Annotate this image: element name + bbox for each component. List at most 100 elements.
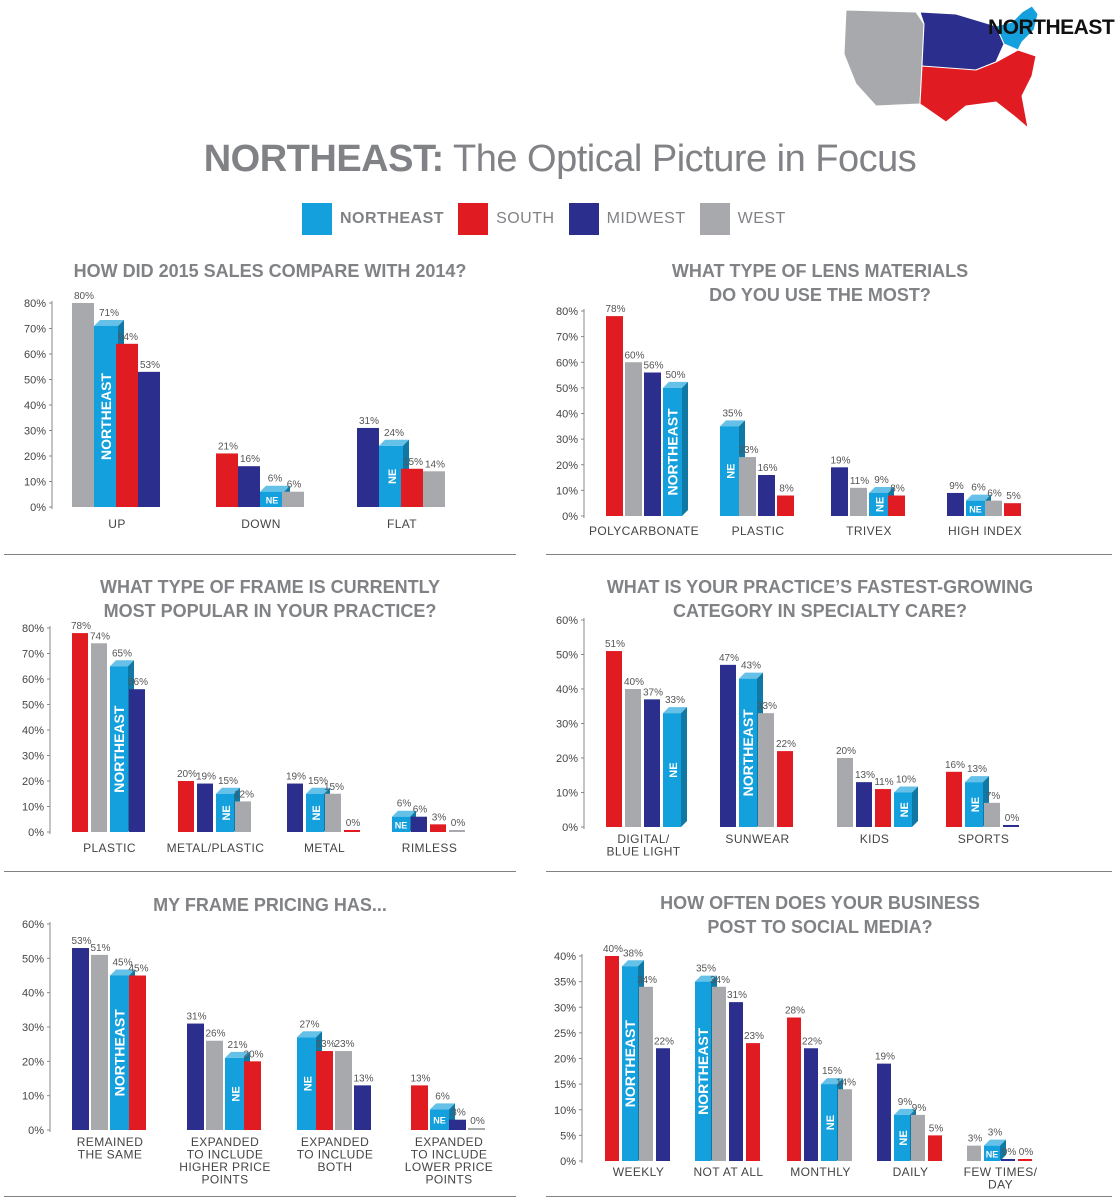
value-label: 0% bbox=[346, 818, 361, 829]
bar-ne-top bbox=[379, 439, 409, 446]
bar-south bbox=[430, 824, 446, 832]
value-label: 15% bbox=[218, 776, 238, 787]
value-label: 9% bbox=[912, 1103, 927, 1114]
bar-ne bbox=[379, 445, 403, 507]
value-label: 38% bbox=[623, 948, 643, 959]
bar-ne bbox=[392, 816, 410, 832]
ne-bar-label: NE bbox=[726, 464, 738, 479]
ne-bar-label: NE bbox=[433, 1116, 446, 1126]
bar-south bbox=[129, 975, 146, 1130]
value-label: 53% bbox=[71, 936, 91, 947]
legend: NORTHEAST SOUTH MIDWEST WEST bbox=[302, 202, 800, 236]
ne-bar-label: NE bbox=[221, 805, 233, 820]
value-label: 28% bbox=[785, 1006, 805, 1017]
bar-ne-side bbox=[681, 707, 687, 827]
value-label: 6% bbox=[268, 474, 283, 485]
ne-bar-label: NE bbox=[970, 797, 982, 812]
value-label: 23% bbox=[738, 445, 758, 456]
bar-midwest bbox=[831, 467, 848, 516]
value-label: 9% bbox=[898, 1097, 913, 1108]
value-label: 45% bbox=[112, 958, 132, 969]
value-label: 51% bbox=[90, 943, 110, 954]
chart-title-sales: HOW DID 2015 SALES COMPARE WITH 2014? bbox=[20, 259, 520, 283]
value-label: 56% bbox=[128, 677, 148, 688]
ne-bar-label: NORTHEAST bbox=[740, 709, 756, 797]
value-label: 22% bbox=[776, 739, 796, 750]
bar-west bbox=[758, 713, 774, 827]
value-label: 0% bbox=[1019, 1147, 1034, 1158]
category-label: DAY bbox=[988, 1178, 1013, 1192]
chart-title-line: CATEGORY IN SPECIALTY CARE? bbox=[672, 601, 968, 621]
legend-item-northeast: NORTHEAST bbox=[302, 203, 444, 235]
legend-swatch-west bbox=[699, 203, 730, 235]
value-label: 26% bbox=[205, 1029, 225, 1040]
bar-west bbox=[911, 1114, 925, 1161]
value-label: 71% bbox=[99, 308, 119, 319]
y-tick-label: 40% bbox=[22, 725, 44, 737]
bar-west bbox=[91, 954, 108, 1130]
value-label: 40% bbox=[603, 944, 623, 955]
value-label: 65% bbox=[112, 648, 132, 659]
bar-south bbox=[178, 781, 194, 832]
bar-west bbox=[325, 793, 341, 832]
bar-west bbox=[985, 500, 1002, 516]
value-label: 45% bbox=[128, 964, 148, 975]
chart-3: 60%50%40%30%20%10%0%51%40%37%NE33%DIGITA… bbox=[556, 615, 1019, 859]
value-label: 80% bbox=[74, 291, 94, 302]
category-label: TO INCLUDE bbox=[187, 1148, 263, 1162]
value-label: 6% bbox=[971, 483, 986, 494]
bar-ne bbox=[94, 325, 118, 507]
value-label: 33% bbox=[665, 695, 685, 706]
divider bbox=[4, 1196, 516, 1197]
y-tick-label: 40% bbox=[24, 400, 46, 412]
value-label: 3% bbox=[988, 1128, 1003, 1139]
bar-south bbox=[746, 1043, 760, 1161]
y-tick-label: 0% bbox=[562, 511, 578, 523]
bar-midwest bbox=[656, 1048, 670, 1161]
category-label: KIDS bbox=[860, 832, 890, 846]
value-label: 35% bbox=[722, 408, 742, 419]
bar-ne-top bbox=[869, 486, 894, 493]
bar-ne-top bbox=[430, 1103, 455, 1110]
chart-title-line: WHAT IS YOUR PRACTICE’S FASTEST-GROWING bbox=[606, 577, 1034, 597]
ne-bar-label: NE bbox=[898, 1130, 910, 1145]
y-tick-label: 40% bbox=[556, 409, 578, 421]
bar-ne-side bbox=[912, 786, 918, 827]
ne-bar-label: NE bbox=[311, 805, 323, 820]
legend-swatch-midwest bbox=[568, 203, 599, 235]
category-label: BLUE LIGHT bbox=[606, 845, 680, 859]
bar-south bbox=[787, 1017, 801, 1161]
value-label: 20% bbox=[836, 746, 856, 757]
bar-ne bbox=[965, 782, 983, 827]
value-label: 53% bbox=[140, 360, 160, 371]
bar-west bbox=[282, 491, 304, 507]
y-tick-label: 15% bbox=[554, 1079, 576, 1091]
title-rest: The Optical Picture in Focus bbox=[443, 138, 917, 180]
bar-midwest bbox=[758, 475, 775, 516]
bar-ne bbox=[216, 793, 234, 832]
y-tick-label: 70% bbox=[22, 649, 44, 661]
value-label: 0% bbox=[470, 1116, 485, 1127]
category-label: HIGHER PRICE bbox=[179, 1160, 270, 1174]
category-label: EXPANDED bbox=[301, 1135, 369, 1149]
value-label: 13% bbox=[410, 1073, 430, 1084]
value-label: 13% bbox=[967, 764, 987, 775]
value-label: 34% bbox=[710, 975, 730, 986]
chart-title-specialty: WHAT IS YOUR PRACTICE’S FASTEST-GROWING C… bbox=[560, 575, 1080, 623]
bar-south bbox=[344, 830, 360, 832]
bar-ne-top bbox=[894, 786, 918, 793]
category-label: FEW TIMES/ bbox=[964, 1165, 1038, 1179]
category-label: WEEKLY bbox=[613, 1165, 665, 1179]
bar-ne bbox=[622, 966, 638, 1161]
value-label: 19% bbox=[196, 772, 216, 783]
value-label: 16% bbox=[240, 454, 260, 465]
bar-ne bbox=[720, 426, 739, 516]
bar-south bbox=[875, 789, 891, 827]
ne-bar-label: NORTHEAST bbox=[111, 705, 127, 793]
bar-ne bbox=[110, 666, 128, 832]
bar-midwest bbox=[644, 372, 661, 516]
bar-south bbox=[72, 633, 88, 832]
bar-midwest bbox=[856, 782, 872, 827]
y-tick-label: 70% bbox=[24, 324, 46, 336]
